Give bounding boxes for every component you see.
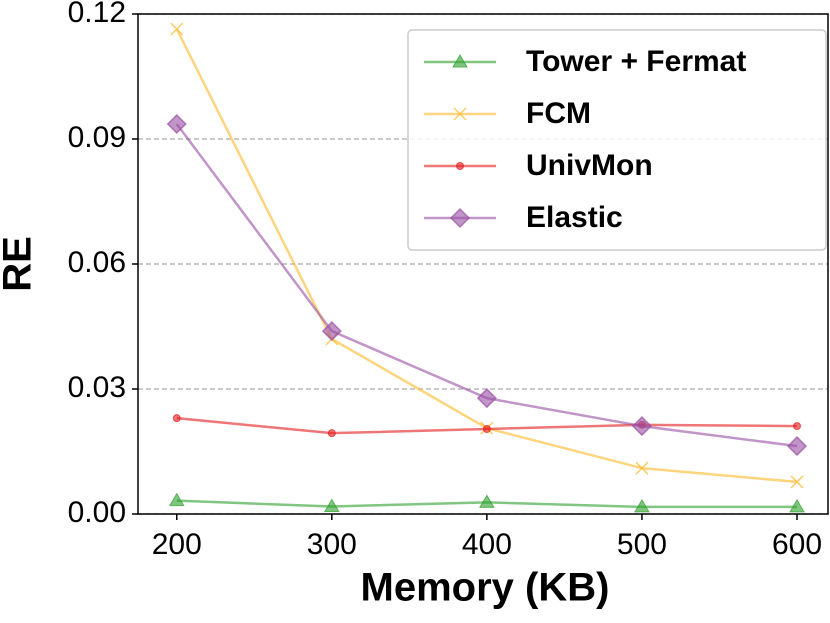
data-point — [479, 494, 495, 508]
x-axis-label: Memory (KB) — [361, 566, 610, 610]
data-point — [786, 436, 808, 457]
legend-label: Elastic — [526, 201, 623, 234]
legend-marker — [453, 107, 467, 121]
legend-label: FCM — [526, 97, 591, 130]
data-point — [482, 425, 491, 433]
y-tick-label: 0.06 — [68, 246, 126, 279]
data-point — [476, 388, 497, 409]
x-tick-label: 600 — [772, 528, 822, 561]
legend: Tower + Fermat FCM UnivMon Elastic — [407, 29, 827, 251]
y-axis-label: RE — [0, 236, 40, 292]
data-point — [635, 461, 649, 475]
data-point — [790, 475, 804, 489]
x-tick-label: 200 — [152, 528, 202, 561]
y-tick-label: 0.12 — [68, 0, 126, 29]
data-point — [172, 414, 181, 423]
data-point — [168, 492, 185, 507]
legend-label: Tower + Fermat — [526, 45, 746, 78]
data-point — [323, 498, 340, 512]
data-point — [631, 416, 652, 437]
legend-marker — [456, 162, 464, 170]
data-point — [321, 321, 342, 342]
data-point — [170, 22, 184, 36]
data-point — [166, 113, 187, 135]
y-tick-label: 0.09 — [68, 121, 126, 154]
y-tick-label: 0.03 — [68, 371, 126, 404]
legend-marker — [452, 54, 468, 68]
legend-marker — [449, 207, 471, 229]
legend-label: UnivMon — [526, 149, 653, 182]
plot-frame — [137, 13, 829, 515]
x-tick-label: 500 — [617, 528, 667, 561]
y-tick-label: 0.00 — [68, 496, 126, 529]
data-point — [327, 429, 336, 438]
legend-box — [407, 29, 827, 251]
data-point — [792, 422, 801, 431]
x-tick-label: 300 — [307, 528, 357, 561]
data-point — [789, 498, 805, 513]
data-point — [634, 498, 650, 513]
x-tick-label: 400 — [462, 528, 512, 561]
